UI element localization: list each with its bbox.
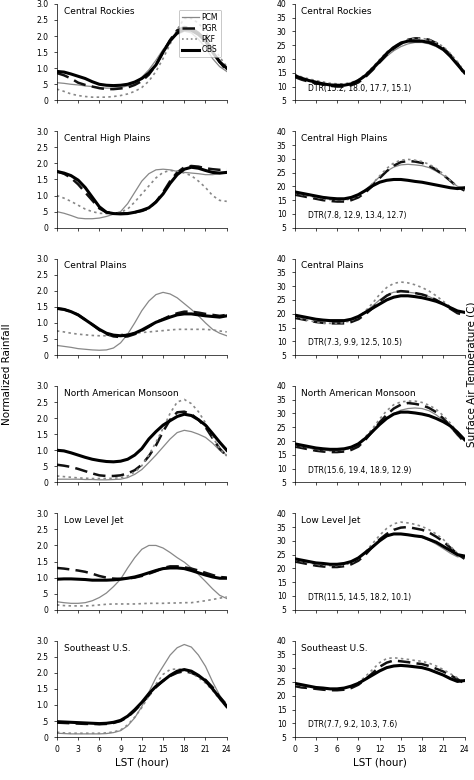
Text: DTR(15.2, 18.0, 17.7, 15.1): DTR(15.2, 18.0, 17.7, 15.1) bbox=[308, 83, 411, 93]
Text: Central Plains: Central Plains bbox=[64, 261, 126, 271]
Text: Low Level Jet: Low Level Jet bbox=[64, 516, 123, 525]
Text: DTR(11.5, 14.5, 18.2, 10.1): DTR(11.5, 14.5, 18.2, 10.1) bbox=[308, 593, 411, 602]
Text: Surface Air Temperature (C): Surface Air Temperature (C) bbox=[466, 302, 474, 447]
Legend: PCM, PGR, PKF, OBS: PCM, PGR, PKF, OBS bbox=[179, 9, 221, 58]
Text: Normalized Rainfall: Normalized Rainfall bbox=[2, 324, 12, 425]
Text: Central Rockies: Central Rockies bbox=[64, 7, 134, 16]
Text: Southeast U.S.: Southeast U.S. bbox=[301, 644, 368, 653]
X-axis label: LST (hour): LST (hour) bbox=[115, 757, 169, 768]
Text: Central High Plains: Central High Plains bbox=[64, 134, 150, 144]
Text: North American Monsoon: North American Monsoon bbox=[64, 388, 178, 398]
Text: DTR(7.3, 9.9, 12.5, 10.5): DTR(7.3, 9.9, 12.5, 10.5) bbox=[308, 339, 402, 347]
Text: Low Level Jet: Low Level Jet bbox=[301, 516, 361, 525]
Text: Central High Plains: Central High Plains bbox=[301, 134, 388, 144]
Text: Southeast U.S.: Southeast U.S. bbox=[64, 644, 130, 653]
X-axis label: LST (hour): LST (hour) bbox=[353, 757, 407, 768]
Text: DTR(7.7, 9.2, 10.3, 7.6): DTR(7.7, 9.2, 10.3, 7.6) bbox=[308, 721, 398, 729]
Text: Central Rockies: Central Rockies bbox=[301, 7, 372, 16]
Text: Central Plains: Central Plains bbox=[301, 261, 364, 271]
Text: North American Monsoon: North American Monsoon bbox=[301, 388, 416, 398]
Text: DTR(15.6, 19.4, 18.9, 12.9): DTR(15.6, 19.4, 18.9, 12.9) bbox=[308, 466, 411, 475]
Text: DTR(7.8, 12.9, 13.4, 12.7): DTR(7.8, 12.9, 13.4, 12.7) bbox=[308, 211, 407, 220]
